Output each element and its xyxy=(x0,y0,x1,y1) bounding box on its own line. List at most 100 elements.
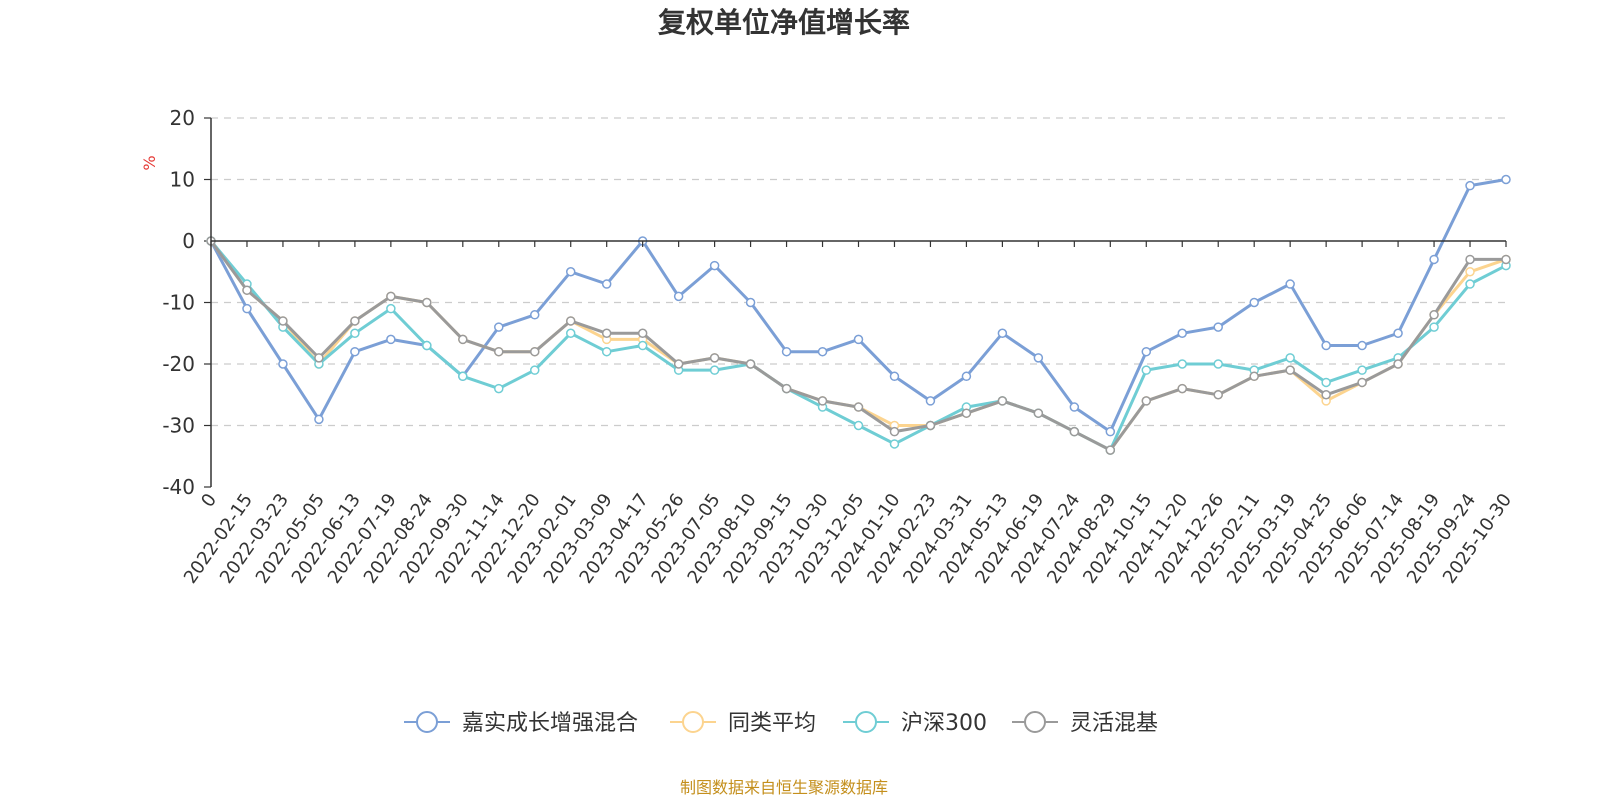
legend-item[interactable]: 沪深300 xyxy=(843,711,987,736)
data-point xyxy=(242,285,252,295)
data-point xyxy=(1177,359,1187,369)
legend[interactable]: 嘉实成长增强混合 同类平均 沪深300 灵活混基 xyxy=(404,711,1158,736)
legend-item[interactable]: 同类平均 xyxy=(670,711,816,736)
chart-title: 复权单位净值增长率 xyxy=(658,6,910,39)
series-lines xyxy=(206,174,1511,455)
legend-marker xyxy=(416,711,438,733)
data-point xyxy=(386,303,396,314)
source-note: 制图数据来自恒生聚源数据库 xyxy=(680,778,888,797)
data-point xyxy=(925,396,936,406)
data-point xyxy=(1033,408,1044,418)
data-point xyxy=(386,291,396,302)
y-tick-label: -40 xyxy=(162,475,195,499)
y-tick-label: -10 xyxy=(162,291,195,315)
data-point xyxy=(278,359,288,369)
legend-item[interactable]: 嘉实成长增强混合 xyxy=(404,711,638,736)
data-point xyxy=(853,402,864,412)
legend-label: 嘉实成长增强混合 xyxy=(462,711,638,736)
grid-lines xyxy=(211,117,1506,427)
data-point xyxy=(889,426,900,437)
data-point xyxy=(781,346,792,357)
data-point xyxy=(709,260,720,271)
data-point xyxy=(458,334,468,345)
legend-marker xyxy=(1024,711,1046,733)
data-point xyxy=(601,346,612,357)
data-point xyxy=(1357,340,1367,351)
data-point xyxy=(458,371,468,382)
data-point xyxy=(1105,445,1116,455)
data-point xyxy=(1141,396,1152,406)
data-point xyxy=(817,396,828,406)
data-point xyxy=(1501,254,1511,265)
data-point xyxy=(1429,322,1439,332)
y-tick-label: -30 xyxy=(162,414,195,438)
data-point xyxy=(601,279,612,289)
legend-label: 同类平均 xyxy=(728,711,816,736)
data-point xyxy=(673,359,684,369)
data-point xyxy=(1357,365,1367,375)
data-point xyxy=(422,340,432,351)
data-point xyxy=(853,420,864,431)
x-tick-label: 0 xyxy=(197,490,221,511)
data-point xyxy=(565,267,576,277)
data-point xyxy=(530,365,540,375)
data-point xyxy=(1393,359,1403,369)
data-point xyxy=(1321,377,1331,388)
data-point xyxy=(1357,377,1367,388)
data-point xyxy=(889,439,900,449)
data-point xyxy=(1465,279,1475,289)
data-point xyxy=(1141,346,1152,357)
data-point xyxy=(422,297,432,308)
y-axis-unit: % xyxy=(140,155,159,170)
data-point xyxy=(745,359,756,369)
data-point xyxy=(817,346,828,357)
data-point xyxy=(1213,322,1223,332)
data-point xyxy=(997,396,1008,406)
data-point xyxy=(494,322,504,332)
y-tick-label: 20 xyxy=(170,106,195,130)
legend-marker xyxy=(682,711,704,733)
data-point xyxy=(1465,267,1475,277)
data-point xyxy=(1069,426,1080,437)
data-point xyxy=(494,383,504,394)
data-point xyxy=(1249,371,1259,382)
data-point xyxy=(1393,328,1403,338)
data-point xyxy=(1069,402,1080,412)
data-point xyxy=(565,328,576,338)
x-axis-ticks: 02022-02-152022-03-232022-05-052022-06-1… xyxy=(180,241,1516,588)
series-group xyxy=(206,236,1511,455)
data-point xyxy=(1465,254,1475,265)
data-point xyxy=(530,310,540,320)
y-axis-ticks: 20 10 0 -10 -20 -30 -40 xyxy=(162,106,211,499)
legend-item[interactable]: 灵活混基 xyxy=(1012,711,1158,736)
data-point xyxy=(242,303,252,314)
series-line xyxy=(209,240,1506,452)
data-point xyxy=(1285,279,1295,289)
data-point xyxy=(961,408,972,418)
data-point xyxy=(1321,340,1331,351)
data-point xyxy=(1285,353,1295,363)
data-point xyxy=(1501,174,1511,185)
data-point xyxy=(386,334,396,345)
legend-marker xyxy=(855,711,877,733)
data-point xyxy=(350,328,360,338)
data-point xyxy=(530,346,540,357)
y-tick-label: -20 xyxy=(162,352,195,376)
data-point xyxy=(673,291,684,302)
data-point xyxy=(709,353,720,363)
data-point xyxy=(1321,390,1331,400)
data-point xyxy=(1177,328,1187,338)
data-point xyxy=(997,328,1008,338)
data-point xyxy=(1249,297,1259,308)
data-point xyxy=(1465,180,1475,191)
series-group xyxy=(206,236,1511,455)
data-point xyxy=(1213,390,1223,400)
data-point xyxy=(601,328,612,338)
data-point xyxy=(853,334,864,345)
data-point xyxy=(278,316,288,326)
data-point xyxy=(1033,353,1044,363)
y-tick-label: 10 xyxy=(170,168,195,192)
data-point xyxy=(709,365,720,375)
data-point xyxy=(350,346,360,357)
